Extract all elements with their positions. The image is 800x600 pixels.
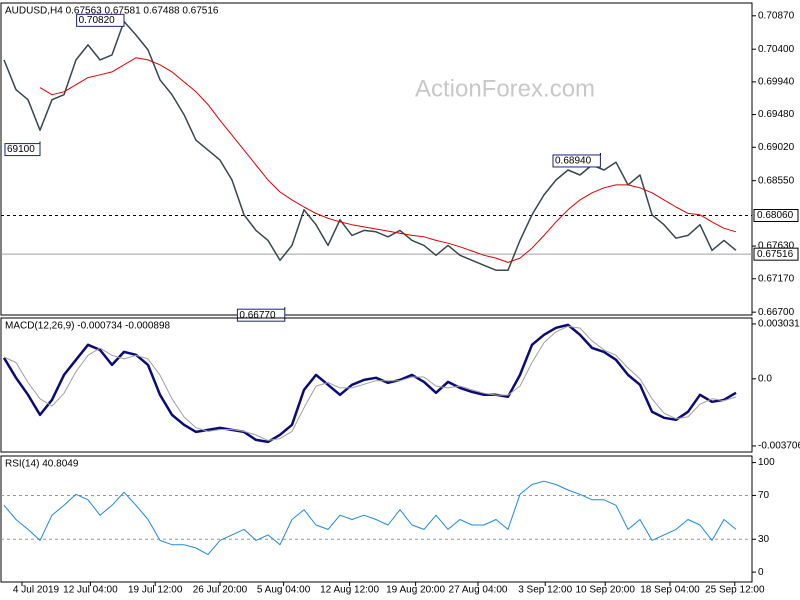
y-tick-label: 0.69480 xyxy=(758,109,795,120)
series-line xyxy=(3,480,737,556)
panel-title: RSI(14) 40.8049 xyxy=(5,459,79,470)
x-tick-label: 18 Sep 04:00 xyxy=(640,585,700,596)
y-tick-label: 0.70400 xyxy=(758,44,795,55)
y-tick-label: 70 xyxy=(758,490,770,501)
annotation-box xyxy=(552,154,601,168)
level-label-box xyxy=(753,247,799,261)
x-tick-label: 3 Sep 12:00 xyxy=(518,585,572,596)
y-tick-label: 100 xyxy=(758,457,775,468)
series-line xyxy=(39,57,737,263)
x-tick-label: 27 Aug 04:00 xyxy=(449,585,508,596)
y-tick-label: 0.003031 xyxy=(758,319,800,330)
annotation-label: 0.68940 xyxy=(555,156,592,167)
y-tick-label: 0 xyxy=(758,567,764,578)
panel-frame xyxy=(0,455,753,583)
y-tick-label: 0.69940 xyxy=(758,77,795,88)
panel-frame xyxy=(0,317,753,453)
annotation-box xyxy=(76,13,125,27)
series-line xyxy=(3,20,737,271)
y-tick-label: 0.67630 xyxy=(758,241,795,252)
x-tick-label: 5 Aug 04:00 xyxy=(257,585,311,596)
y-tick-label: 0.70870 xyxy=(758,10,795,21)
x-tick-label: 25 Sep 12:00 xyxy=(705,585,765,596)
y-tick-label: 0.68550 xyxy=(758,175,795,186)
x-tick-label: 19 Jul 12:00 xyxy=(128,585,183,596)
panel-title: AUDUSD,H4 0.67563 0.67581 0.67488 0.6751… xyxy=(5,6,219,17)
annotation-label: 0.70820 xyxy=(79,15,116,26)
x-tick-label: 19 Aug 20:00 xyxy=(386,585,445,596)
x-tick-label: 12 Jul 04:00 xyxy=(63,585,118,596)
series-line xyxy=(3,325,737,441)
y-tick-label: 0.67170 xyxy=(758,273,795,284)
x-tick-label: 10 Sep 20:00 xyxy=(575,585,635,596)
x-tick-label: 12 Aug 12:00 xyxy=(320,585,379,596)
level-label: 0.68060 xyxy=(757,210,794,221)
panel-frame xyxy=(0,2,753,316)
level-label: 0.67516 xyxy=(757,249,794,260)
panel-title: MACD(12,26,9) -0.000734 -0.000898 xyxy=(5,321,171,332)
y-tick-label: 30 xyxy=(758,534,770,545)
y-tick-label: 0.66700 xyxy=(758,307,795,318)
watermark: ActionForex.com xyxy=(415,75,595,102)
x-tick-label: 26 Jul 20:00 xyxy=(193,585,248,596)
level-label-box xyxy=(753,209,799,223)
y-tick-label: 0.0 xyxy=(758,373,772,384)
y-tick-label: 0.69020 xyxy=(758,142,795,153)
y-tick-label: -0.003706 xyxy=(758,441,800,452)
annotation-box xyxy=(4,143,41,157)
x-tick-label: 4 Jul 2019 xyxy=(13,585,60,596)
series-line xyxy=(2,323,737,444)
annotation-label: 69100 xyxy=(7,144,35,155)
annotation-label: 0.66770 xyxy=(239,310,276,321)
